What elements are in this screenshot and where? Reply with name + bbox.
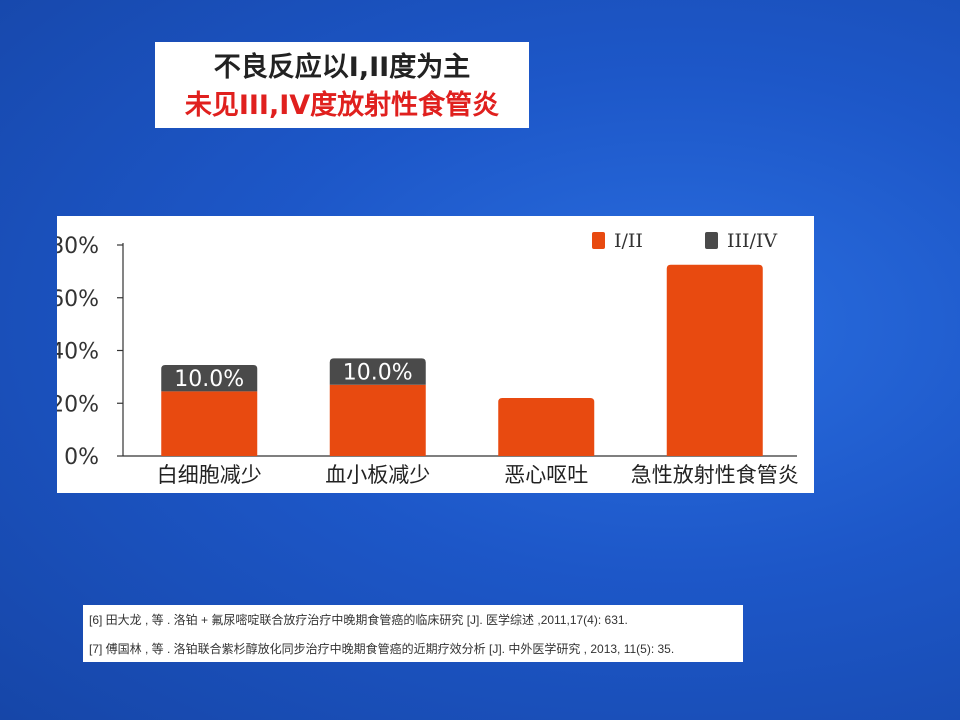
y-tick-label: 0% — [64, 445, 99, 470]
title-line-1: 不良反应以I,II度为主 — [213, 52, 471, 83]
legend-label: I/II — [614, 230, 643, 252]
reference-7: [7] 傅国林 , 等 . 洛铂联合紫杉醇放化同步治疗中晚期食管癌的近期疗效分析… — [89, 642, 675, 656]
bar-grade-1-2 — [498, 397, 595, 456]
bar-grade-1-2 — [666, 264, 763, 456]
legend-swatch — [592, 232, 605, 249]
title-box: 不良反应以I,II度为主 未见III,IV度放射性食管炎 — [155, 42, 529, 128]
legend-label: III/IV — [727, 230, 777, 252]
y-tick-label: 40% — [57, 340, 99, 365]
category-label: 白细胞减少 — [157, 463, 262, 487]
category-label: 恶心呕吐 — [504, 463, 588, 487]
bar-grade-1-2 — [161, 391, 258, 456]
y-tick-label: 20% — [57, 392, 99, 417]
y-tick-label: 80% — [57, 234, 99, 259]
y-tick-label: 60% — [57, 287, 99, 312]
legend-swatch — [705, 232, 718, 249]
data-label: 10.0% — [174, 367, 244, 392]
bar-grade-3-4 — [329, 358, 426, 385]
reference-6: [6] 田大龙 , 等 . 洛铂 + 氟尿嘧啶联合放疗治疗中晚期食管癌的临床研究… — [89, 613, 628, 627]
category-label: 血小板减少 — [325, 463, 430, 487]
title-line-2: 未见III,IV度放射性食管炎 — [184, 90, 500, 121]
chart-panel: 0% 20% 40% 60% 80% 10.0% 白细胞减少 10.0% 血小板减少 恶心呕吐 急性… — [57, 216, 814, 493]
bar-chart: 0% 20% 40% 60% 80% 10.0% 白细胞减少 10.0% 血小板减少 恶心呕吐 急性… — [57, 230, 799, 487]
bar-grade-1-2 — [329, 384, 426, 456]
references-box: [6] 田大龙 , 等 . 洛铂 + 氟尿嘧啶联合放疗治疗中晚期食管癌的临床研究… — [83, 605, 743, 662]
data-label: 10.0% — [343, 361, 413, 386]
bar-grade-3-4 — [161, 365, 258, 392]
category-label: 急性放射性食管炎 — [631, 463, 799, 487]
